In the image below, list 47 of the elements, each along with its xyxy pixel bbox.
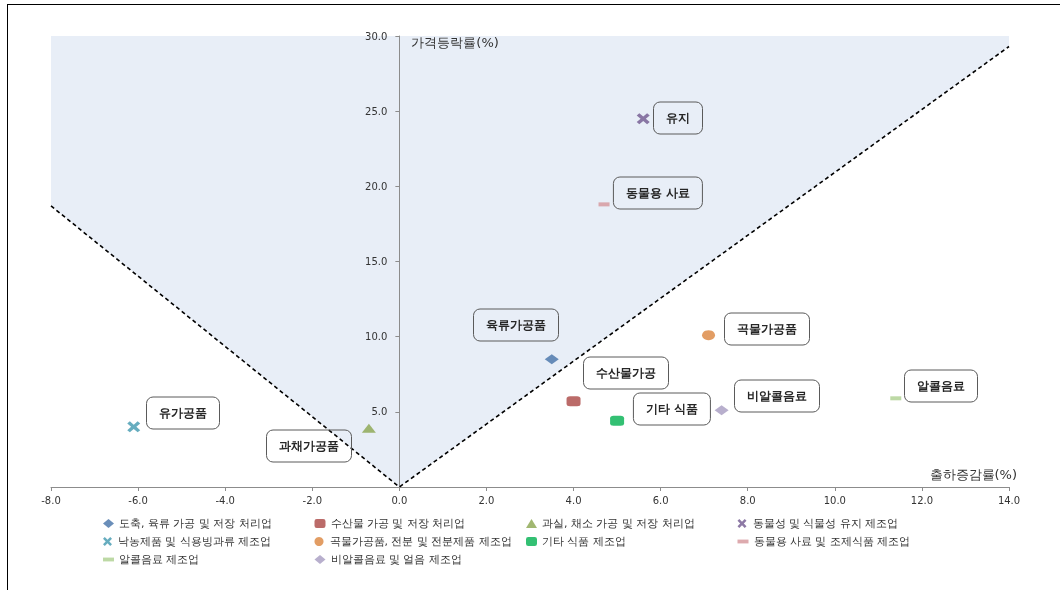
legend-label: 과실, 채소 가공 및 저장 처리업 [542,517,695,530]
y-tick-label: 20.0 [365,180,388,192]
legend-label: 곡물가공품, 전분 및 전분제품 제조업 [329,535,512,548]
x-axis-title: 출하증감률(%) [929,467,1017,482]
annotation: 육류가공품 [472,308,559,342]
x-tick-label: 2.0 [478,494,495,506]
x-tick-label: -2.0 [302,494,323,506]
legend-label: 낙농제품 및 식용빙과류 제조업 [118,535,272,548]
annotation: 곡물가공품 [723,312,810,346]
point [610,415,625,426]
legend-label: 수산물 가공 및 저장 처리업 [330,517,466,530]
annotation: 비알콜음료 [733,379,820,413]
point [544,354,559,365]
point [702,330,716,341]
annotation: 동물용 사료 [612,176,704,210]
y-tick-label: 10.0 [365,331,388,343]
legend-label: 기타 식품 제조업 [542,535,626,548]
x-tick-label: 8.0 [739,494,756,506]
x-tick-label: 14.0 [997,494,1021,506]
x-tick-label: -6.0 [128,494,148,506]
x-tick-label: 10.0 [823,494,846,506]
legend-label: 알콜음료 제조업 [119,553,200,566]
x-tick-label: 0.0 [391,494,408,506]
x-tick-label: 4.0 [565,494,582,506]
point [566,396,581,407]
legend-label: 동물용 사료 및 조제식품 제조업 [753,535,911,548]
x-tick-label: -8.0 [41,494,61,506]
x-tick-label: 12.0 [910,494,934,506]
annotation: 알콜음료 [903,369,978,403]
point [636,113,650,125]
y-tick-label: 30.0 [365,30,388,42]
y-tick-label: 5.0 [371,406,388,418]
y-axis-title: 가격등락률(%) [411,35,499,50]
y-tick-label: 25.0 [365,105,388,117]
annotation: 유가공품 [145,396,220,430]
legend-label: 동물성 및 식물성 유지 제조업 [752,517,899,530]
annotation: 과채가공품 [265,429,352,463]
point [714,405,729,416]
x-tick-label: -4.0 [215,494,235,506]
annotation: 수산물가공 [582,356,669,390]
y-tick-label: 15.0 [365,256,388,267]
legend-label: 도축, 육류 가공 및 저장 처리업 [119,517,272,530]
annotation: 기타 식품 [632,392,712,426]
legend-label: 비알콜음료 및 얼음 제조업 [330,553,462,566]
x-tick-label: 6.0 [652,494,669,506]
annotation: 유지 [653,101,704,135]
point [127,421,141,433]
